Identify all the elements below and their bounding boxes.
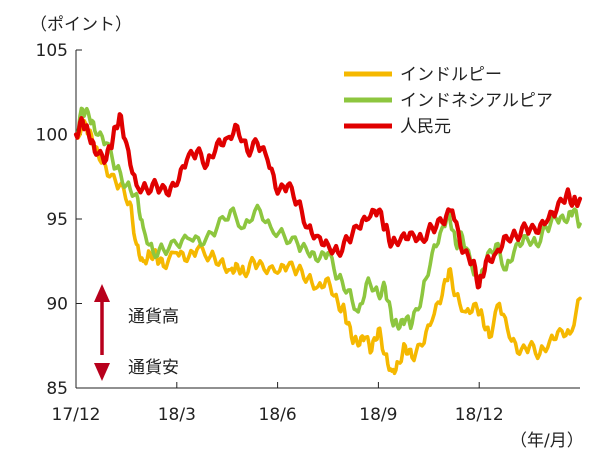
- legend-label: インドネシアルピア: [400, 91, 553, 111]
- y-tick-label: 85: [46, 379, 68, 399]
- y-tick-label: 95: [46, 210, 68, 230]
- annotation-currency-up: 通貨高: [128, 307, 179, 327]
- y-tick-label: 90: [46, 295, 68, 315]
- x-tick-label: 18/6: [259, 405, 297, 425]
- series-line: [74, 106, 582, 331]
- down-arrow-head: [94, 363, 110, 381]
- legend-label: 人民元: [400, 117, 451, 137]
- x-tick-label: 18/3: [158, 405, 196, 425]
- x-tick-label: 17/12: [52, 405, 101, 425]
- currency-direction-annotation: 通貨高 通貨安: [94, 284, 179, 381]
- legend-label: インドルピー: [400, 65, 502, 85]
- x-tick-label: 18/12: [455, 405, 504, 425]
- x-axis-unit-label: （年/月）: [510, 431, 584, 451]
- y-tick-label: 105: [36, 41, 68, 61]
- annotation-currency-down: 通貨安: [128, 358, 179, 378]
- x-tick-label: 18/9: [359, 405, 397, 425]
- y-axis-unit-label: （ポイント）: [30, 15, 132, 35]
- series-line: [73, 112, 583, 290]
- up-arrow-head: [94, 284, 110, 302]
- y-tick-label: 100: [36, 126, 68, 146]
